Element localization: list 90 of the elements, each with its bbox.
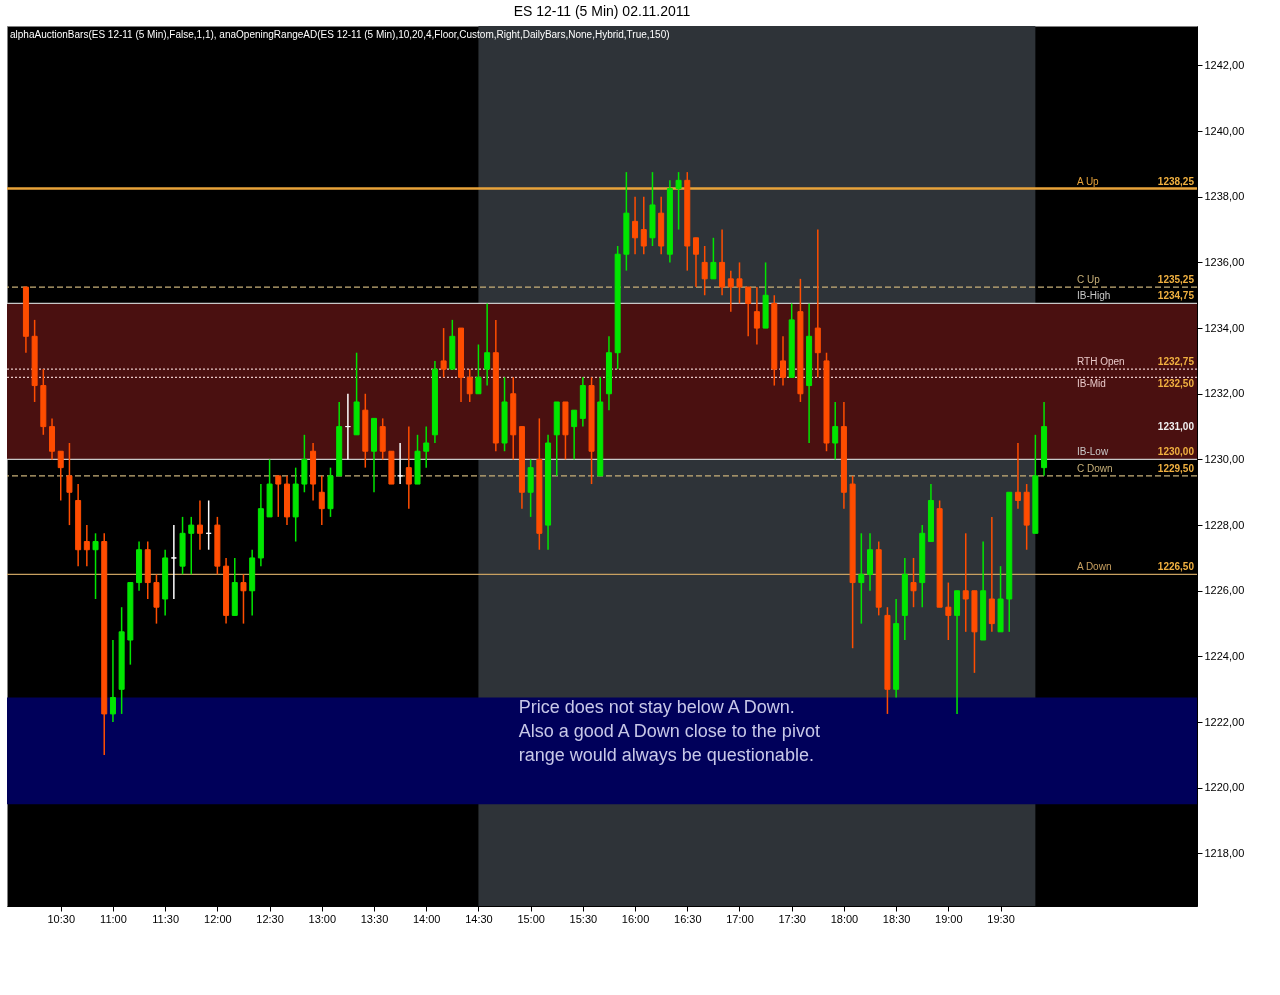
annotation: 1226,50: [1157, 561, 1195, 573]
ref-line-label: IB-Low: [1077, 446, 1109, 458]
candlestick: [588, 376, 595, 485]
candlestick: [936, 499, 943, 608]
y-tick-label: 1222,00: [1204, 715, 1245, 728]
candlestick: [118, 606, 125, 715]
x-tick-label: 19:00: [935, 912, 963, 925]
candlestick: [188, 516, 195, 576]
ref-line-label: IB-High: [1077, 290, 1111, 302]
y-tick-label: 1220,00: [1204, 781, 1245, 794]
candlestick: [1032, 434, 1039, 535]
candlestick: [66, 442, 73, 526]
candlestick: [153, 573, 160, 625]
candlestick: [884, 606, 891, 715]
candlestick: [275, 475, 282, 518]
ref-line-label: IB-Mid: [1077, 378, 1106, 390]
candlestick: [527, 458, 534, 518]
candlestick: [849, 475, 856, 649]
candlestick: [762, 261, 769, 329]
candlestick: [301, 434, 308, 494]
x-tick-label: 14:00: [412, 912, 441, 925]
candlestick: [971, 590, 978, 674]
annotation: 1231,00: [1157, 420, 1195, 432]
x-tick-label: 19:30: [987, 912, 1015, 925]
candlestick: [440, 327, 447, 379]
candlestick: [240, 573, 247, 625]
candlestick: [910, 557, 917, 608]
chart-subtitle: alphaAuctionBars(ES 12-11 (5 Min),False,1,1), anaOpeningRangeAD(ES 12-11 (5 Min),10,20,4,Floor,Custom,Right,DailyBars,None,Hybrid,True,150): [10, 29, 670, 40]
annotation: 1238,25: [1157, 175, 1195, 187]
y-tick-label: 1236,00: [1204, 255, 1245, 268]
x-tick-label: 15:00: [517, 912, 545, 925]
y-tick-label: 1242,00: [1204, 58, 1245, 71]
x-tick-label: 12:30: [256, 912, 284, 925]
candlestick: [710, 237, 717, 280]
candlestick: [327, 466, 334, 518]
annotation: 1234,75: [1157, 290, 1195, 302]
candlestick: [501, 376, 508, 452]
x-tick-label: 14:30: [465, 912, 493, 925]
y-tick-label: 1234,00: [1204, 321, 1245, 334]
candlestick: [92, 532, 99, 600]
x-tick-label: 18:30: [882, 912, 911, 925]
candlestick: [623, 171, 630, 272]
x-tick-label: 15:30: [569, 912, 598, 925]
candlestick: [475, 343, 482, 395]
x-tick-label: 17:30: [778, 912, 806, 925]
y-tick-label: 1218,00: [1204, 846, 1245, 859]
chart-title: ES 12-11 (5 Min) 02.11.2011: [513, 3, 691, 20]
candlestick: [736, 261, 743, 305]
x-tick-label: 11:00: [100, 912, 127, 925]
candlestick: [997, 565, 1004, 633]
ref-line-label: C Down: [1077, 462, 1113, 474]
candlestick: [388, 450, 395, 485]
annotation: 1230,00: [1157, 446, 1195, 458]
ref-line-label: A Down: [1077, 561, 1112, 573]
y-tick-label: 1232,00: [1204, 387, 1245, 400]
candlestick: [353, 351, 360, 436]
candlestick: [562, 401, 569, 461]
x-tick-label: 10:30: [47, 912, 75, 925]
annotation: Price does not stay below A Down. Also a good A Down close to the pivot range would always be questionable.: [518, 697, 820, 766]
y-tick-label: 1238,00: [1204, 190, 1245, 203]
x-tick-label: 13:00: [308, 912, 337, 925]
candlestick: [797, 278, 804, 403]
ref-line-label: C Up: [1077, 274, 1101, 286]
candlestick: [414, 434, 421, 485]
y-tick-label: 1224,00: [1204, 649, 1245, 662]
x-tick-label: 11:30: [152, 912, 180, 925]
annotation: 1229,50: [1157, 462, 1195, 474]
candlestick: [179, 516, 186, 576]
ref-line-label: A Up: [1077, 175, 1100, 187]
annotation: 1232,75: [1157, 356, 1195, 368]
candlestick: [823, 351, 830, 452]
x-tick-label: 17:00: [726, 912, 754, 925]
ref-line-label: RTH Open: [1077, 356, 1125, 368]
y-tick-label: 1228,00: [1204, 518, 1245, 531]
y-tick-label: 1226,00: [1204, 584, 1245, 597]
x-tick-label: 18:00: [830, 912, 859, 925]
candlestick: [675, 171, 682, 231]
y-tick-label: 1240,00: [1204, 124, 1245, 137]
annotation: 1235,25: [1157, 274, 1195, 286]
x-tick-label: 13:30: [360, 912, 389, 925]
candlestick: [214, 516, 221, 576]
x-tick-label: 16:30: [674, 912, 702, 925]
candlestick: [266, 458, 273, 518]
candlestick: [649, 171, 656, 247]
x-tick-label: 16:00: [621, 912, 650, 925]
annotation: 1232,50: [1157, 378, 1195, 390]
x-tick-label: 12:00: [204, 912, 232, 925]
candlestick: [31, 319, 38, 403]
y-tick-label: 1230,00: [1204, 452, 1245, 465]
candlestick: [962, 532, 969, 633]
